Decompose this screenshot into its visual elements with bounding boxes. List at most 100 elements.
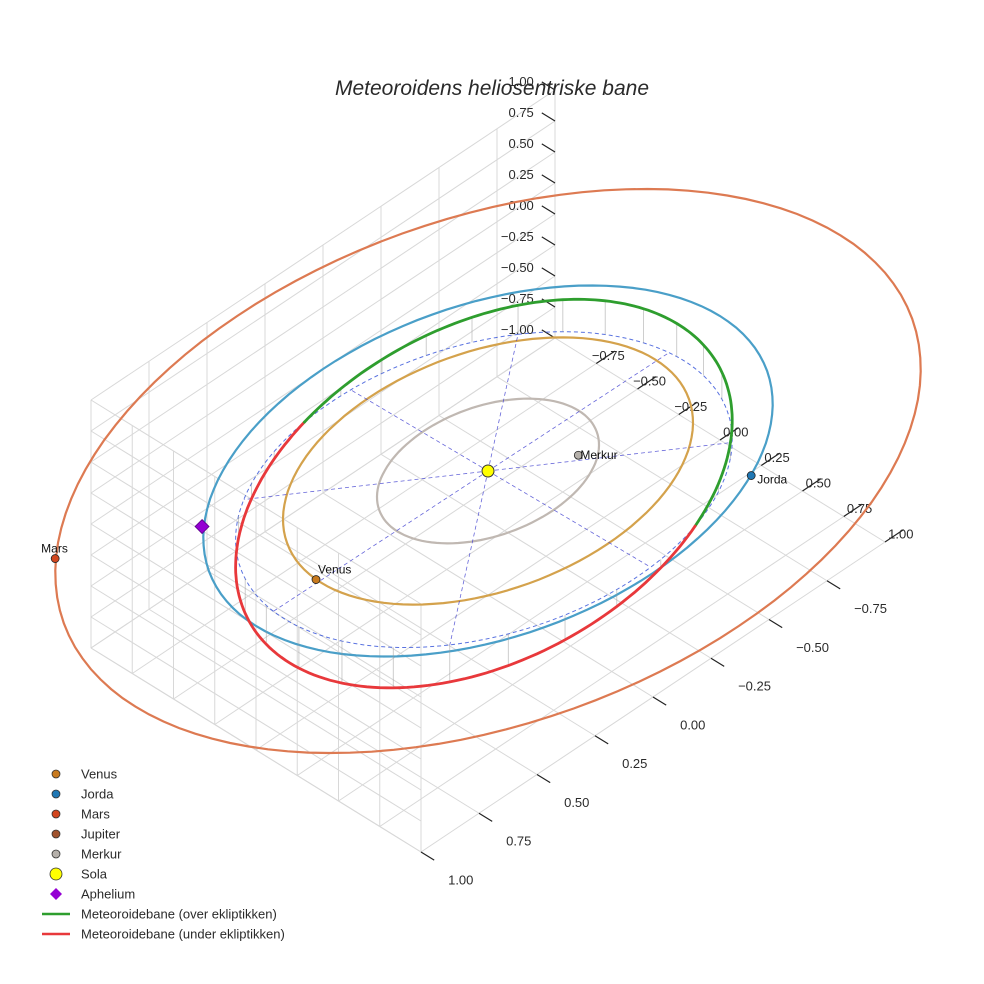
planet-label-merkur: Merkur	[580, 448, 617, 462]
x-tick-mark	[884, 529, 904, 543]
legend-label: Meteoroidebane (under ekliptikken)	[81, 927, 285, 942]
legend: Venus Jorda Mars Jupiter Merkur Sola Aphelium M…	[42, 767, 285, 942]
y-tick-mark	[420, 851, 435, 861]
grid-line	[148, 608, 480, 814]
y-tick-label: −0.25	[738, 679, 771, 694]
radial-spoke	[487, 352, 670, 472]
grid-line	[90, 461, 422, 667]
y-tick-label: 1.00	[448, 872, 473, 887]
y-tick-label: 0.50	[564, 795, 589, 810]
planet-jorda	[746, 471, 756, 480]
grid-line	[338, 490, 803, 802]
x-tick-label: 0.25	[764, 450, 789, 465]
radial-spoke	[243, 470, 489, 500]
radial-spoke	[449, 470, 489, 645]
grid-line	[90, 120, 556, 432]
legend-item: Jupiter	[51, 827, 121, 842]
chart-title: Meteoroidens heliosentriske bane	[335, 77, 649, 100]
axis-ticks: −0.75 −0.50 −0.25 0.00 0.25 0.50 0.75 1.00 −0.75…	[420, 74, 913, 887]
y-tick-mark	[826, 580, 841, 590]
legend-label: Mars	[81, 807, 110, 822]
y-tick-mark	[768, 618, 783, 629]
legend-item: Aphelium	[50, 887, 135, 902]
legend-item: Meteoroidebane (under ekliptikken)	[42, 927, 285, 942]
y-tick-mark	[710, 657, 725, 667]
legend-dot-swatch	[51, 849, 61, 859]
legend-item: Mars	[51, 807, 110, 822]
y-tick-mark	[594, 735, 609, 745]
z-tick-mark	[541, 267, 556, 277]
x-tick-mark	[678, 401, 698, 415]
orbit-venus	[281, 336, 695, 606]
legend-label: Jorda	[81, 787, 114, 802]
legend-dot-swatch	[51, 769, 61, 779]
grid-line	[296, 465, 762, 776]
planet-label-jorda: Jorda	[757, 473, 787, 487]
z-tick-label: −0.25	[501, 229, 534, 244]
x-tick-mark	[760, 452, 781, 466]
legend-dot-swatch	[51, 829, 61, 839]
y-tick-mark	[652, 696, 667, 706]
sun-marker	[481, 464, 495, 478]
planet-merkur	[573, 450, 583, 460]
legend-item: Sola	[49, 867, 108, 882]
planet-label-mars: Mars	[41, 542, 68, 556]
grid-line	[90, 399, 422, 605]
y-tick-label: −0.75	[854, 601, 887, 616]
legend-dot-swatch	[49, 867, 63, 881]
x-tick-label: −0.75	[592, 348, 625, 363]
legend-label: Meteoroidebane (over ekliptikken)	[81, 907, 277, 922]
grid-line	[90, 89, 556, 401]
planet-venus	[311, 575, 321, 584]
planet-mars	[50, 554, 60, 563]
x-tick-label: −0.50	[633, 373, 666, 388]
y-tick-label: 0.00	[680, 717, 705, 732]
legend-item: Meteoroidebane (over ekliptikken)	[42, 907, 277, 922]
y-tick-label: 0.25	[622, 756, 647, 771]
radial-spoke	[487, 470, 651, 568]
x-tick-mark	[719, 427, 739, 441]
aphelium-marker	[194, 518, 210, 535]
orbit-jorda	[202, 284, 774, 658]
meteoroid-orbit-above	[516, 297, 734, 528]
legend-label: Jupiter	[81, 827, 121, 842]
z-tick-mark	[541, 236, 556, 246]
meteoroid-orbit	[234, 297, 734, 690]
x-tick-mark	[843, 503, 863, 517]
z-tick-mark	[541, 174, 556, 184]
x-tick-mark	[802, 478, 822, 492]
radial-spoke	[487, 334, 519, 472]
z-tick-mark	[541, 205, 556, 215]
planet-orbits	[54, 187, 922, 755]
meteoroid-orbit-below	[234, 420, 697, 690]
legend-diamond-swatch	[50, 888, 62, 900]
legend-label: Aphelium	[81, 887, 135, 902]
radial-spoke	[350, 389, 489, 472]
legend-label: Sola	[81, 867, 108, 882]
radial-spoke	[487, 442, 733, 472]
grid-line	[264, 531, 596, 737]
legend-dot-swatch	[51, 809, 61, 819]
x-tick-mark	[637, 376, 657, 390]
orbit-mars	[54, 187, 922, 755]
legend-label: Merkur	[81, 847, 122, 862]
grid-line	[90, 430, 422, 636]
z-tick-label: 1.00	[508, 74, 533, 89]
z-tick-label: 0.75	[508, 105, 533, 120]
orbit-merkur	[375, 397, 601, 545]
x-tick-label: 0.75	[847, 501, 872, 516]
meteoroid-orbit-above	[303, 303, 520, 424]
z-tick-label: −0.50	[501, 260, 534, 275]
legend-item: Venus	[51, 767, 118, 782]
x-tick-label: 0.00	[723, 424, 748, 439]
legend-label: Venus	[81, 767, 118, 782]
grid-line	[379, 516, 845, 827]
z-tick-mark	[541, 112, 556, 122]
x-tick-mark	[595, 350, 616, 364]
legend-item: Jorda	[51, 787, 114, 802]
x-tick-label: 0.50	[806, 475, 831, 490]
bodies: Venus Jorda Mars Merkur	[41, 448, 788, 584]
legend-item: Merkur	[51, 847, 122, 862]
legend-dot-swatch	[51, 789, 61, 799]
